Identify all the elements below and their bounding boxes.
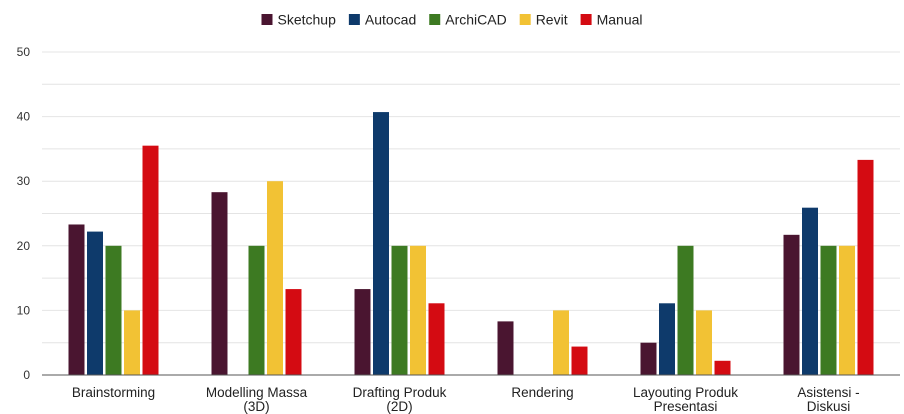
- bar-archicad: [391, 245, 408, 375]
- x-tick-label: Drafting Produk: [353, 385, 447, 400]
- bar-revit: [124, 310, 140, 375]
- x-tick-label: Diskusi: [807, 399, 851, 414]
- bar-autocad: [373, 112, 389, 375]
- bar-manual: [428, 303, 445, 375]
- bar-manual: [714, 360, 731, 375]
- chart-gridlines: [42, 51, 900, 344]
- y-tick-label: 0: [23, 368, 30, 382]
- bar-sketchup: [354, 289, 371, 375]
- legend-swatch-sketchup: [261, 14, 273, 25]
- x-tick-label: Brainstorming: [72, 385, 155, 400]
- legend-label-archicad: ArchiCAD: [445, 12, 506, 28]
- bar-revit: [410, 245, 426, 375]
- legend-swatch-manual: [580, 14, 592, 25]
- bar-autocad: [659, 303, 675, 375]
- chart-legend: Sketchup Autocad ArchiCAD Revit Manual: [261, 12, 643, 28]
- x-tick-label: Asistensi -: [797, 385, 859, 400]
- bar-archicad: [677, 245, 694, 375]
- bar-revit: [553, 310, 569, 375]
- x-tick-label: Modelling Massa: [206, 385, 308, 400]
- x-tick-label: Presentasi: [654, 399, 718, 414]
- legend-swatch-autocad: [348, 14, 360, 25]
- y-tick-label: 30: [17, 174, 31, 188]
- bar-sketchup: [211, 192, 228, 375]
- bar-sketchup: [640, 342, 657, 375]
- legend-label-manual: Manual: [597, 12, 643, 28]
- x-tick-label: (3D): [243, 399, 269, 414]
- y-axis-ticks: 0 10 20 30 40 50: [17, 45, 31, 382]
- bar-manual: [571, 346, 588, 375]
- x-axis-ticks: Brainstorming Modelling Massa(3D) Drafting…: [72, 385, 860, 414]
- y-tick-label: 10: [17, 303, 31, 317]
- bar-archicad: [105, 245, 122, 375]
- y-tick-label: 50: [17, 45, 31, 59]
- bar-revit: [696, 310, 712, 375]
- legend-swatch-revit: [519, 14, 531, 25]
- x-tick-label: Rendering: [511, 385, 573, 400]
- legend-label-revit: Revit: [536, 12, 568, 28]
- bar-sketchup: [783, 234, 800, 375]
- y-tick-label: 40: [17, 110, 31, 124]
- legend-label-autocad: Autocad: [365, 12, 416, 28]
- x-tick-label: (2D): [386, 399, 412, 414]
- legend-swatch-archicad: [429, 14, 441, 25]
- bar-archicad: [820, 245, 837, 375]
- bar-manual: [142, 145, 159, 375]
- bar-archicad: [248, 245, 265, 375]
- chart-bars: [68, 112, 874, 375]
- bar-sketchup: [68, 224, 85, 375]
- legend-label-sketchup: Sketchup: [277, 12, 336, 28]
- bar-revit: [267, 181, 283, 375]
- bar-autocad: [87, 231, 103, 375]
- y-tick-label: 20: [17, 239, 31, 253]
- x-tick-label: Layouting Produk: [633, 385, 738, 400]
- bar-manual: [285, 289, 302, 375]
- bar-revit: [839, 245, 855, 375]
- bar-manual: [857, 159, 874, 375]
- bar-autocad: [802, 207, 818, 375]
- bar-sketchup: [497, 321, 514, 375]
